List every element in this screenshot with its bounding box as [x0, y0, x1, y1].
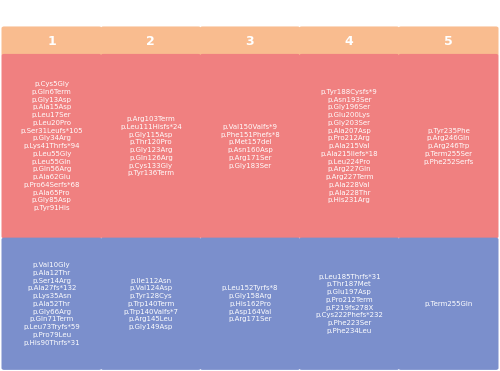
Text: p.Leu152Tyrfs*8
p.Gly158Arg
p.His162Pro
p.Asp164Val
p.Arg171Ser: p.Leu152Tyrfs*8 p.Gly158Arg p.His162Pro …: [222, 285, 278, 322]
FancyBboxPatch shape: [299, 26, 400, 56]
FancyBboxPatch shape: [100, 26, 201, 56]
FancyBboxPatch shape: [200, 238, 300, 370]
Text: p.Leu185Thrfs*31
p.Thr187Met
p.Glu197Asp
p.Pro212Term
p.F219fs278X
p.Cys222Phefs: p.Leu185Thrfs*31 p.Thr187Met p.Glu197Asp…: [316, 274, 383, 334]
Text: 5: 5: [444, 35, 453, 48]
FancyBboxPatch shape: [398, 238, 498, 370]
FancyBboxPatch shape: [398, 26, 498, 56]
FancyBboxPatch shape: [100, 54, 201, 239]
Text: p.Term255Gln: p.Term255Gln: [424, 301, 472, 307]
FancyBboxPatch shape: [398, 54, 498, 239]
Text: p.Val10Gly
p.Ala12Thr
p.Ser14Arg
p.Ala27fs*132
p.Lys35Asn
p.Ala52Thr
p.Gly66Arg
: p.Val10Gly p.Ala12Thr p.Ser14Arg p.Ala27…: [23, 262, 80, 345]
Text: p.Tyr188Cysfs*9
p.Asn193Ser
p.Gly196Ser
p.Glu200Lys
p.Gly203Ser
p.Ala207Asp
p.Pr: p.Tyr188Cysfs*9 p.Asn193Ser p.Gly196Ser …: [320, 89, 378, 203]
Text: p.Cys5Gly
p.Gln6Term
p.Gly13Asp
p.Ala15Asp
p.Leu17Ser
p.Leu20Pro
p.Ser31Leufs*10: p.Cys5Gly p.Gln6Term p.Gly13Asp p.Ala15A…: [20, 81, 83, 211]
Text: 4: 4: [345, 35, 354, 48]
Text: 3: 3: [246, 35, 254, 48]
FancyBboxPatch shape: [200, 26, 300, 56]
Text: p.Arg103Term
p.Leu111Hisfs*24
p.Gly115Asp
p.Thr120Pro
p.Gly123Arg
p.Gln126Arg
p.: p.Arg103Term p.Leu111Hisfs*24 p.Gly115As…: [120, 116, 182, 176]
FancyBboxPatch shape: [2, 238, 102, 370]
FancyBboxPatch shape: [2, 54, 102, 239]
Text: 1: 1: [47, 35, 56, 48]
Text: p.Ile112Asn
p.Val124Asp
p.Tyr128Cys
p.Trp140Term
p.Trp140Valfs*7
p.Arg145Leu
p.G: p.Ile112Asn p.Val124Asp p.Tyr128Cys p.Tr…: [124, 278, 178, 330]
FancyBboxPatch shape: [100, 238, 201, 370]
FancyBboxPatch shape: [200, 54, 300, 239]
Text: p.Val150Valfs*9
p.Phe151Phefs*8
p.Met157del
p.Asn160Asp
p.Arg171Ser
p.Gly183Ser: p.Val150Valfs*9 p.Phe151Phefs*8 p.Met157…: [220, 124, 280, 168]
FancyBboxPatch shape: [299, 238, 400, 370]
Text: 2: 2: [146, 35, 155, 48]
FancyBboxPatch shape: [299, 54, 400, 239]
Text: p.Tyr235Phe
p.Arg246Gln
p.Arg246Trp
p.Term255Ser
p.Phe252Serfs: p.Tyr235Phe p.Arg246Gln p.Arg246Trp p.Te…: [424, 128, 474, 165]
FancyBboxPatch shape: [2, 26, 102, 56]
